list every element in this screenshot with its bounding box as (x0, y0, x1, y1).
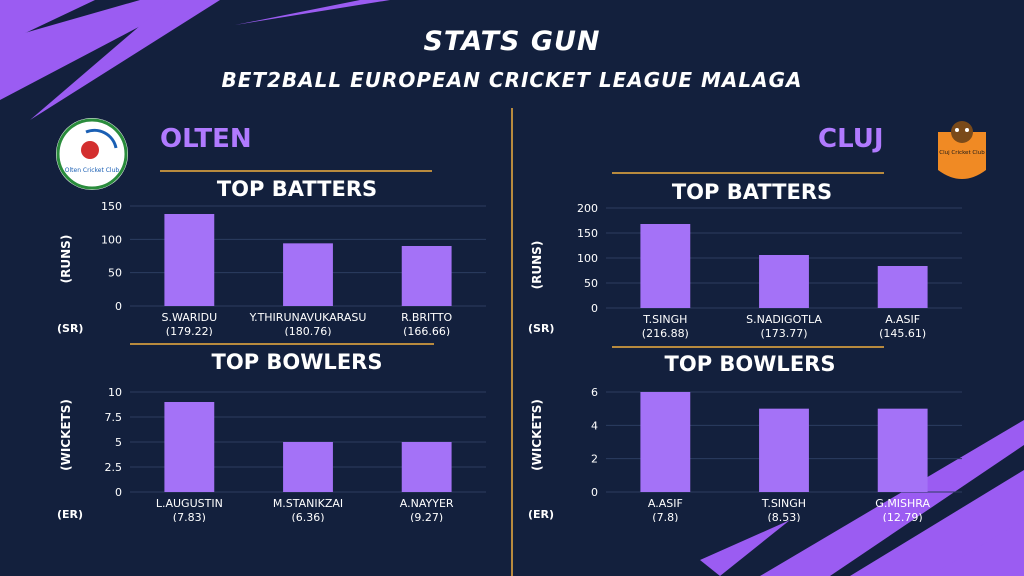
left-bowlers-title: TOP BOWLERS (211, 350, 383, 374)
page-subtitle: BET2BALL EUROPEAN CRICKET LEAGUE MALAGA (221, 68, 803, 92)
y-tick-label: 50 (584, 277, 598, 290)
x-category-label: R.BRITTO (401, 311, 452, 324)
x-sublabel: (12.79) (883, 511, 923, 522)
x-category-label: A.ASIF (648, 497, 683, 510)
cluj-logo-text: Cluj Cricket Club (939, 150, 985, 156)
y-tick-label: 100 (101, 233, 122, 246)
y-tick-label: 10 (108, 386, 122, 399)
left-batters-title: TOP BATTERS (216, 177, 378, 201)
bar-s-waridu (164, 214, 215, 306)
y-tick-label: 150 (577, 227, 598, 240)
x-sublabel: (9.27) (410, 511, 443, 522)
right-batters-title: TOP BATTERS (671, 180, 833, 204)
x-category-label: M.STANIKZAI (273, 497, 343, 510)
y-tick-label: 50 (108, 267, 122, 280)
bar-m-stanikzai (283, 442, 333, 492)
cluj-bowlers-chart: 0 2 4 6 A.ASIF(7.8) T.SINGH(8.53) G.MISHRA(12.… (591, 386, 962, 522)
team-name-left: OLTEN (160, 124, 252, 154)
y-tick-label: 7.5 (105, 411, 123, 424)
x-sublabel: (216.88) (642, 327, 689, 340)
olten-bowlers-chart: 0 2.5 5 7.5 10 L.AUGUSTIN(7.83) M.STANIKZAI(6.… (105, 386, 486, 522)
right-bowlers-title: TOP BOWLERS (664, 352, 836, 376)
x-category-label: L.AUGUSTIN (156, 497, 223, 510)
x-sublabel: (173.77) (760, 327, 807, 340)
y-tick-label: 150 (101, 200, 122, 213)
right-bowlers-rowlabel: (ER) (528, 508, 555, 521)
page-title: STATS GUN (423, 26, 601, 57)
y-tick-label: 2.5 (105, 461, 123, 474)
rule-right-1 (612, 172, 884, 174)
rule-left-2 (130, 343, 434, 345)
x-category-label: Y.THIRUNAVUKARASU (249, 311, 367, 324)
team-name-right: CLUJ (818, 124, 884, 154)
y-tick-label: 0 (591, 302, 598, 315)
x-category-label: T.SINGH (761, 497, 806, 510)
right-batters-ylabel: (RUNS) (530, 240, 544, 290)
center-divider (511, 108, 513, 576)
y-tick-label: 2 (591, 453, 598, 466)
x-sublabel: (6.36) (291, 511, 324, 522)
bar-r-britto (401, 246, 452, 306)
x-category-label: T.SINGH (642, 313, 687, 326)
left-batters-ylabel: (RUNS) (59, 234, 73, 284)
right-bowlers-ylabel: (WICKETS) (530, 399, 544, 471)
y-tick-label: 5 (115, 436, 122, 449)
y-tick-label: 200 (577, 202, 598, 215)
olten-logo: Olten Cricket Club (56, 118, 128, 190)
y-tick-label: 0 (115, 486, 122, 499)
left-bowlers-ylabel: (WICKETS) (59, 399, 73, 471)
right-batters-rowlabel: (SR) (528, 322, 555, 335)
x-sublabel: (145.61) (879, 327, 926, 340)
bar-t-singh (759, 408, 809, 492)
x-sublabel: (179.22) (166, 325, 213, 336)
bar-a-nayyer (401, 442, 452, 492)
bar-y-thirunavukarasu (283, 243, 333, 306)
left-bowlers-rowlabel: (ER) (57, 508, 84, 521)
x-sublabel: (8.53) (767, 511, 800, 522)
olten-batters-chart: 0 50 100 150 S.WARIDU(179.22) Y.THIRUNAVUKARA… (101, 200, 486, 336)
x-category-label: G.MISHRA (875, 497, 930, 510)
x-category-label: S.NADIGOTLA (746, 313, 822, 326)
y-tick-label: 6 (591, 386, 598, 399)
y-tick-label: 0 (115, 300, 122, 313)
x-category-label: S.WARIDU (161, 311, 217, 324)
x-sublabel: (7.83) (173, 511, 206, 522)
bar-a-asif (640, 392, 691, 492)
y-tick-label: 100 (577, 252, 598, 265)
rule-right-2 (612, 346, 884, 348)
bar-g-mishra (877, 408, 928, 492)
x-category-label: A.NAYYER (400, 497, 454, 510)
bar-s-nadigotla (759, 255, 809, 308)
x-sublabel: (166.66) (403, 325, 450, 336)
rule-left-1 (160, 170, 432, 172)
y-tick-label: 0 (591, 486, 598, 499)
y-tick-label: 4 (591, 419, 598, 432)
bar-l-augustin (164, 402, 215, 492)
olten-logo-text: Olten Cricket Club (65, 167, 120, 174)
bar-a-asif (877, 266, 928, 308)
x-sublabel: (7.8) (652, 511, 678, 522)
x-sublabel: (180.76) (284, 325, 331, 336)
left-batters-rowlabel: (SR) (57, 322, 84, 335)
cluj-logo: Cluj Cricket Club (934, 118, 990, 190)
cluj-batters-chart: 050100150200T.SINGH(216.88)S.NADIGOTLA(1… (577, 202, 962, 340)
bar-t-singh (640, 224, 691, 308)
x-category-label: A.ASIF (885, 313, 920, 326)
